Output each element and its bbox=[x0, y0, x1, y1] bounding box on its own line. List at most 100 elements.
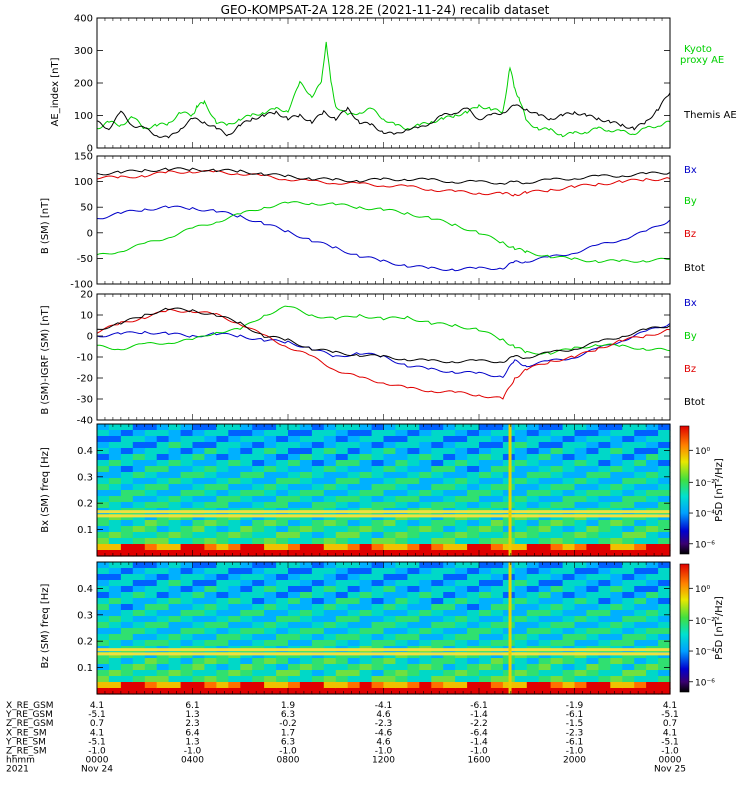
spectrogram-cell bbox=[514, 634, 528, 641]
spectrogram-cell bbox=[132, 466, 146, 473]
spectrogram-cell bbox=[108, 676, 122, 683]
spectrogram-cell bbox=[658, 448, 671, 455]
spectrogram-cell bbox=[443, 682, 456, 689]
spectrogram-cell bbox=[646, 550, 659, 557]
spectrogram-cell bbox=[407, 478, 420, 485]
spectrogram-cell bbox=[419, 682, 432, 689]
spectrogram-cell bbox=[323, 628, 337, 635]
spectrogram-cell bbox=[359, 484, 373, 491]
spectrogram-cell bbox=[538, 616, 552, 623]
spectrogram-cell bbox=[311, 448, 325, 455]
spectrogram-cell bbox=[490, 448, 504, 455]
spectrogram-cell bbox=[180, 640, 194, 647]
spectrogram-cell bbox=[479, 532, 492, 539]
spectrogram-cell bbox=[431, 562, 444, 569]
spectrogram-cell bbox=[479, 634, 492, 641]
spectrogram-cell bbox=[323, 616, 337, 623]
spectrogram-cell bbox=[419, 532, 432, 539]
spectrogram-cell bbox=[156, 640, 170, 647]
y-tick-label: 200 bbox=[74, 79, 93, 90]
spectrogram-cell bbox=[168, 496, 182, 503]
spectrogram-cell bbox=[144, 448, 158, 455]
spectrogram-cell bbox=[407, 676, 420, 683]
spectrogram-cell bbox=[240, 574, 253, 581]
spectrogram-cell bbox=[228, 454, 241, 461]
spectrogram-cell bbox=[228, 592, 241, 599]
spectrogram-cell bbox=[311, 562, 325, 569]
spectrogram-cell bbox=[240, 676, 253, 683]
spectrogram-cell bbox=[383, 544, 396, 551]
spectrogram-cell bbox=[443, 520, 456, 527]
spectrogram-cell bbox=[252, 490, 265, 497]
panel-frame bbox=[96, 293, 671, 421]
spectrogram-cell bbox=[574, 682, 587, 689]
spectrogram-cell bbox=[574, 622, 587, 629]
spectrogram-cell bbox=[120, 610, 134, 617]
spectrogram-cell bbox=[622, 502, 635, 509]
spectrogram-cell bbox=[347, 538, 361, 545]
spectrogram-cell bbox=[371, 502, 385, 509]
spectrogram-cell bbox=[538, 676, 552, 683]
spectrogram-cell bbox=[108, 454, 122, 461]
spectrogram-cell bbox=[347, 430, 361, 437]
spectrogram-cell bbox=[658, 604, 671, 611]
spectrogram-cell bbox=[359, 634, 373, 641]
spectrogram-cell bbox=[144, 562, 158, 569]
spectrogram-cell bbox=[335, 622, 349, 629]
spectrogram-cell bbox=[574, 550, 587, 557]
spectrogram-cell bbox=[288, 658, 301, 665]
spectrogram-cell bbox=[276, 502, 289, 509]
spectrogram-cell bbox=[479, 472, 492, 479]
spectrogram-cell bbox=[526, 520, 540, 527]
series-line-bx bbox=[96, 205, 671, 272]
spectrogram-cell bbox=[550, 478, 564, 485]
y-tick-label: 0.2 bbox=[77, 499, 93, 510]
spectrogram-cell bbox=[419, 466, 432, 473]
spectrogram-cell bbox=[622, 454, 635, 461]
spectrogram-cell bbox=[383, 628, 396, 635]
spectrogram-cell bbox=[252, 544, 265, 551]
ephemeris-cell: -5.1 bbox=[661, 710, 679, 720]
spectrogram-cell bbox=[216, 592, 229, 599]
spectrogram-cell bbox=[467, 532, 480, 539]
spectrogram-cell bbox=[252, 628, 265, 635]
spectrogram-cell bbox=[419, 484, 432, 491]
spectrogram-cell bbox=[407, 622, 420, 629]
y-tick-label: 20 bbox=[80, 290, 93, 301]
spectrogram-cell bbox=[419, 562, 432, 569]
spectrogram-cell bbox=[574, 580, 587, 587]
spectrogram-cell bbox=[347, 466, 361, 473]
spectrogram-cell bbox=[514, 526, 528, 533]
spectrogram-cell bbox=[431, 460, 444, 467]
spectrogram-cell bbox=[192, 604, 205, 611]
spectrogram-cell bbox=[240, 580, 253, 587]
spectrogram-cell bbox=[407, 592, 420, 599]
spectrogram-cell bbox=[395, 670, 408, 677]
spectrogram-cell bbox=[168, 598, 182, 605]
spectrogram-cell bbox=[120, 442, 134, 449]
spectrogram-cell bbox=[97, 544, 110, 551]
spectrogram-cell bbox=[264, 472, 277, 479]
spectrogram-cell bbox=[240, 478, 253, 485]
ephemeris-cell: -6.1 bbox=[566, 710, 584, 720]
spectrogram-cell bbox=[646, 544, 659, 551]
spectrogram-cell bbox=[658, 424, 671, 431]
spectrogram-cell bbox=[108, 526, 122, 533]
spectrogram-cell bbox=[323, 568, 337, 575]
spectrogram-cell bbox=[180, 592, 194, 599]
spectrogram-cell bbox=[311, 580, 325, 587]
spectrogram-cell bbox=[455, 658, 468, 665]
spectrogram-cell bbox=[311, 502, 325, 509]
spectrogram-cell bbox=[335, 466, 349, 473]
spectrogram-cell bbox=[204, 424, 217, 431]
spectrogram-cell bbox=[228, 568, 241, 575]
spectrogram-cell bbox=[610, 586, 623, 593]
spectrogram-cell bbox=[264, 688, 277, 695]
spectrogram-cell bbox=[132, 610, 146, 617]
spectrogram-cell bbox=[646, 484, 659, 491]
spectrogram-cell bbox=[288, 490, 301, 497]
spectrogram-cell bbox=[228, 634, 241, 641]
spectrogram-cell bbox=[538, 682, 552, 689]
spectrogram-cell bbox=[407, 436, 420, 443]
b-bx-label: Bx bbox=[684, 165, 697, 176]
